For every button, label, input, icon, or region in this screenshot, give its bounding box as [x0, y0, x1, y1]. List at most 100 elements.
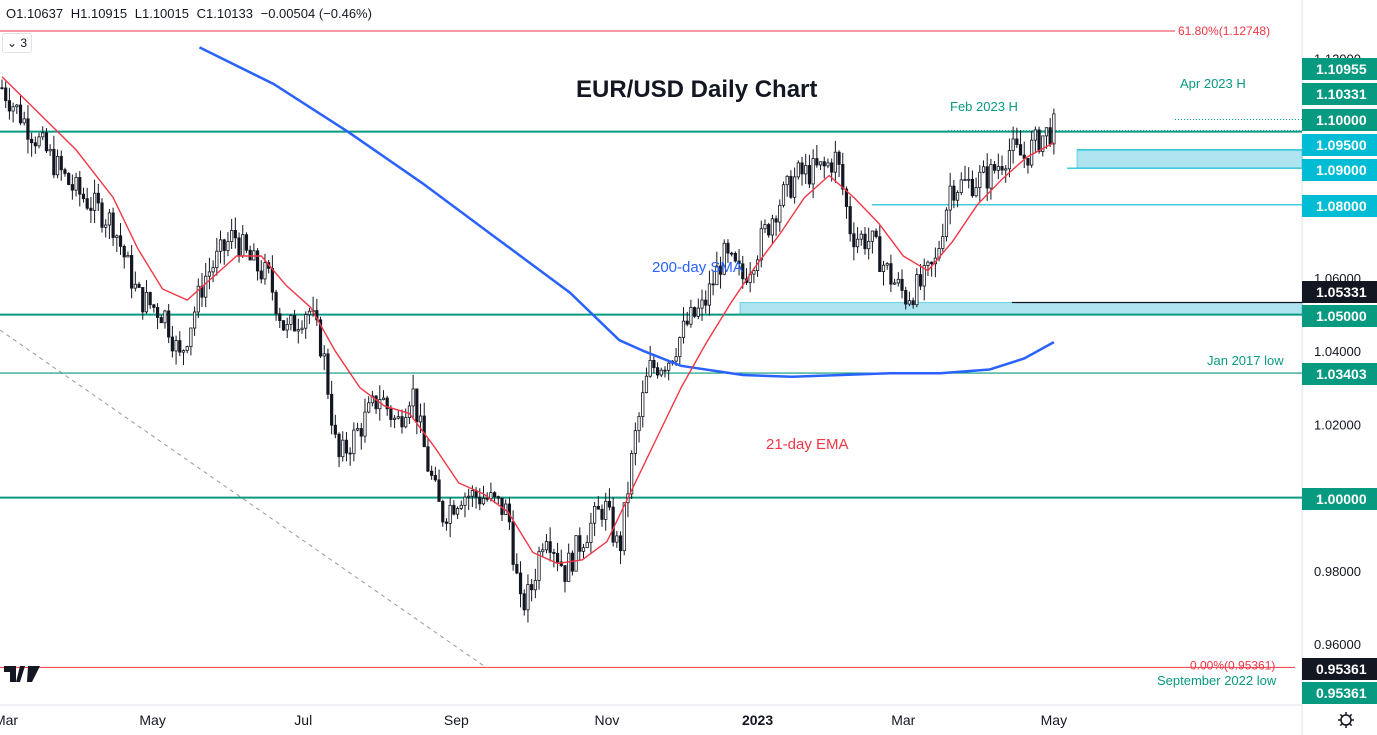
- candle-body: [859, 233, 863, 240]
- candle-body: [404, 417, 408, 428]
- candle-body: [444, 521, 449, 524]
- candle-body: [363, 411, 367, 437]
- candle-body: [804, 165, 808, 175]
- candle-body: [370, 395, 374, 404]
- price-tag: [1302, 159, 1377, 181]
- price-tag-label: 1.03403: [1316, 366, 1367, 382]
- candle-body: [222, 239, 226, 251]
- x-tick-label: 2023: [742, 712, 773, 728]
- candle-body: [855, 238, 860, 248]
- candle-body: [459, 504, 463, 509]
- candle-body: [730, 252, 734, 255]
- candle-body: [915, 274, 919, 306]
- candle-body: [18, 104, 23, 124]
- candle-body: [622, 502, 626, 552]
- candle-body: [570, 552, 574, 572]
- candle-body: [807, 165, 812, 185]
- candle-body: [589, 522, 593, 543]
- change-value: −0.00504 (−0.46%): [260, 6, 372, 21]
- candle-body: [463, 496, 467, 506]
- candle-body: [907, 300, 912, 305]
- candle-body: [30, 138, 34, 144]
- candle-body: [396, 416, 400, 419]
- candle-body: [52, 148, 56, 176]
- candle-body: [722, 242, 726, 275]
- candle-body: [793, 176, 797, 198]
- candle-body: [904, 290, 908, 305]
- high-value: H1.10915: [70, 6, 128, 21]
- candle-body: [541, 549, 545, 553]
- candle-body: [544, 541, 549, 551]
- candle-body: [100, 202, 104, 228]
- candle-body: [233, 230, 237, 239]
- price-tag: [1302, 281, 1377, 303]
- candle-body: [207, 271, 212, 277]
- candle-body: [989, 164, 993, 189]
- fib-trend-line: [0, 329, 487, 668]
- candle-body: [374, 395, 378, 410]
- sma-200-line: [198, 46, 1055, 379]
- candle-body: [1026, 157, 1030, 166]
- candle-body: [637, 416, 641, 432]
- candles: [0, 79, 1056, 623]
- candle-body: [993, 164, 997, 171]
- y-tick-label: 0.96000: [1314, 637, 1361, 652]
- sep-2022-low-label: September 2022 low: [1157, 673, 1277, 688]
- candle-body: [630, 452, 634, 495]
- collapse-indicators-button[interactable]: ⌄ 3: [2, 33, 33, 53]
- candle-body: [244, 234, 249, 251]
- candle-body: [611, 506, 615, 543]
- candle-body: [537, 551, 541, 581]
- chart-title: EUR/USD Daily Chart: [576, 76, 818, 103]
- indicator-count: 3: [20, 36, 28, 50]
- candle-body: [285, 324, 289, 331]
- candle-body: [130, 255, 134, 289]
- candle-body: [148, 292, 152, 306]
- candle-body: [955, 192, 960, 201]
- candle-body: [159, 317, 163, 324]
- candle-body: [826, 162, 830, 167]
- candle-body: [693, 307, 697, 317]
- candle-body: [0, 87, 4, 90]
- candle-body: [15, 104, 19, 108]
- candle-body: [548, 541, 552, 553]
- candle-body: [741, 263, 745, 280]
- candle-body: [885, 263, 889, 266]
- candle-body: [785, 175, 789, 186]
- candle-body: [126, 255, 130, 258]
- candle-body: [381, 397, 386, 401]
- candle-body: [437, 479, 441, 502]
- candle-body: [1041, 135, 1045, 152]
- candle-body: [263, 262, 267, 280]
- candle-body: [518, 572, 523, 595]
- candle-body: [485, 497, 489, 500]
- candle-body: [1037, 129, 1041, 152]
- candle-body: [304, 314, 308, 329]
- candle-body: [181, 350, 186, 353]
- candle-body: [1004, 168, 1008, 171]
- candle-body: [259, 270, 263, 280]
- candle-body: [581, 547, 586, 552]
- price-tag: [1302, 134, 1377, 156]
- y-tick-label: 1.02000: [1314, 417, 1361, 432]
- candle-body: [211, 267, 215, 273]
- candle-body: [948, 185, 952, 211]
- candle-body: [530, 584, 534, 591]
- candle-body: [974, 187, 978, 197]
- candle-body: [689, 307, 693, 325]
- candle-body: [681, 320, 686, 339]
- candle-body: [607, 500, 612, 508]
- candle-body: [585, 542, 589, 549]
- candle-body: [774, 218, 778, 223]
- candle-body: [941, 236, 945, 249]
- candle-body: [648, 359, 652, 377]
- candle-body: [478, 496, 482, 505]
- candle-body: [430, 470, 434, 476]
- candle-body: [552, 551, 556, 554]
- candle-body: [867, 240, 871, 250]
- candle-body: [811, 158, 815, 185]
- price-tag: [1302, 488, 1377, 510]
- candle-body: [241, 234, 245, 257]
- candle-body: [1048, 127, 1052, 145]
